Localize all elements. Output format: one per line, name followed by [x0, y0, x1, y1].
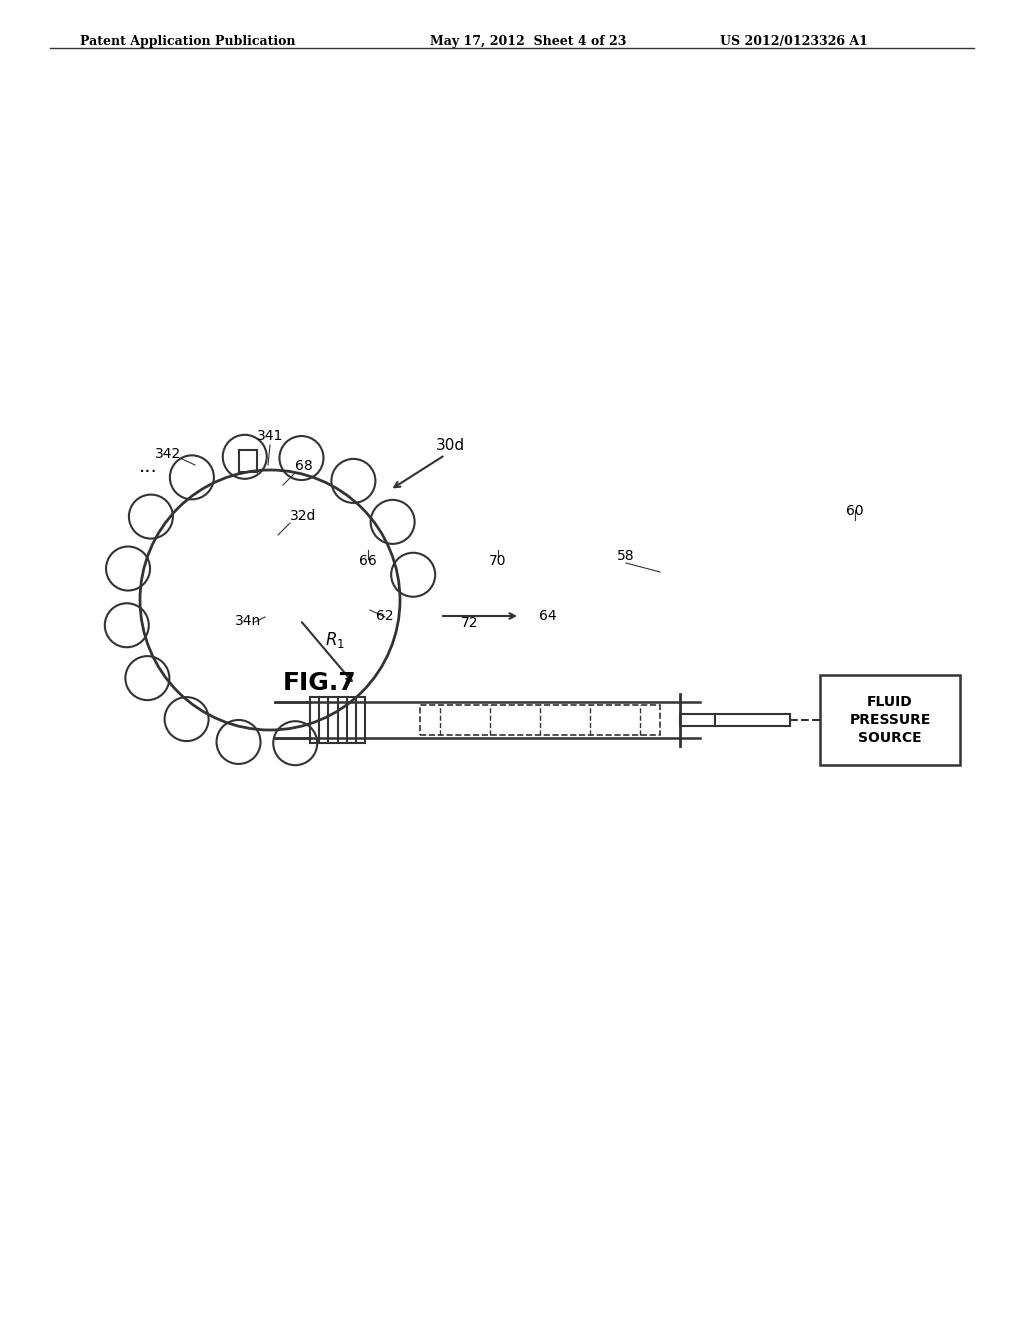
- Text: 58: 58: [617, 549, 635, 564]
- Text: US 2012/0123326 A1: US 2012/0123326 A1: [720, 36, 868, 48]
- Text: 62: 62: [376, 609, 394, 623]
- Text: FLUID
PRESSURE
SOURCE: FLUID PRESSURE SOURCE: [849, 694, 931, 746]
- Text: 64: 64: [540, 609, 557, 623]
- Text: 68: 68: [295, 459, 312, 473]
- Bar: [420, 705, 660, 735]
- Text: 342: 342: [155, 447, 181, 461]
- Text: $R_1$: $R_1$: [325, 630, 345, 649]
- Text: ...: ...: [138, 457, 158, 477]
- Bar: [240, 450, 257, 473]
- Text: FIG.7: FIG.7: [284, 671, 356, 696]
- Text: 70: 70: [489, 554, 507, 568]
- Text: 66: 66: [359, 554, 377, 568]
- Text: 72: 72: [461, 616, 479, 630]
- Text: Patent Application Publication: Patent Application Publication: [80, 36, 296, 48]
- Text: 32d: 32d: [290, 510, 316, 523]
- Bar: [680, 714, 715, 726]
- Text: 34n: 34n: [234, 614, 261, 628]
- Text: 341: 341: [257, 429, 284, 444]
- Bar: [820, 675, 961, 766]
- Text: May 17, 2012  Sheet 4 of 23: May 17, 2012 Sheet 4 of 23: [430, 36, 627, 48]
- Text: 60: 60: [846, 504, 864, 517]
- Text: 30d: 30d: [435, 438, 465, 453]
